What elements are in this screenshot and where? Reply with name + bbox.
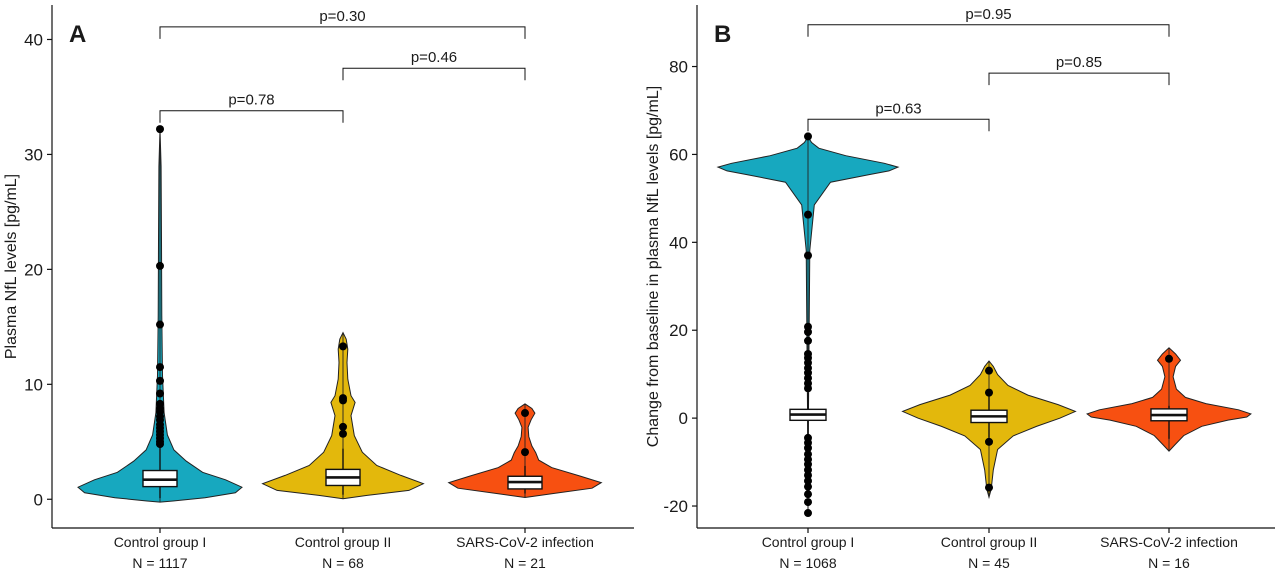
outlier-point	[1165, 354, 1173, 363]
comparison-bracket-1-2: p=0.46	[342, 49, 526, 81]
x-tick-label-sars-cov-2-infection: SARS-CoV-2 infection	[456, 534, 594, 550]
y-tick-label: 20	[669, 321, 688, 340]
outlier-point	[804, 471, 812, 480]
outlier-point	[339, 422, 347, 431]
panel-b: -20 0 20 40 60 80 Change from baseline in plas…	[645, 5, 1275, 571]
x-tick-label-control-group-i: Control group I	[114, 534, 207, 550]
violin-group-control-group-ii	[261, 331, 425, 500]
outlier-point	[156, 261, 164, 270]
panel-label: B	[714, 21, 731, 48]
outlier-point	[804, 132, 812, 141]
outlier-point	[804, 210, 812, 219]
outlier-point	[339, 396, 347, 405]
outlier-point	[156, 363, 164, 372]
outlier-point	[804, 476, 812, 485]
p-value-label: p=0.46	[411, 49, 457, 66]
x-tick-label-control-group-i: Control group I	[762, 534, 855, 550]
p-value-label: p=0.30	[319, 8, 365, 25]
outlier-point	[804, 327, 812, 336]
y-tick-label: 0	[679, 409, 688, 428]
outlier-point	[985, 483, 993, 492]
outlier-point	[156, 376, 164, 385]
p-value-label: p=0.63	[875, 100, 921, 117]
outlier-point	[804, 460, 812, 469]
comparison-bracket-0-2: p=0.30	[159, 8, 526, 39]
y-tick-label: 80	[669, 58, 688, 77]
outlier-point	[156, 320, 164, 329]
x-tick-label-sars-cov-2-infection: SARS-CoV-2 infection	[1100, 534, 1238, 550]
outlier-point	[156, 125, 164, 134]
y-tick-label: 10	[24, 375, 43, 394]
y-axis-title: Plasma NfL levels [pg/mL]	[3, 174, 20, 359]
violin-group-sars-cov-2-infection	[1086, 347, 1252, 452]
y-axis-title: Change from baseline in plasma NfL level…	[645, 86, 662, 447]
outlier-point	[804, 490, 812, 499]
outlier-point	[804, 482, 812, 491]
outlier-point	[804, 384, 812, 393]
comparison-bracket-0-2: p=0.95	[807, 6, 1170, 37]
bracket-line	[159, 26, 526, 39]
bracket-line	[342, 67, 526, 81]
p-value-label: p=0.95	[965, 6, 1011, 23]
outlier-point	[804, 509, 812, 518]
n-label-control-group-i: N = 1068	[779, 555, 836, 571]
n-label-control-group-i: N = 1117	[132, 555, 187, 571]
outlier-point	[985, 388, 993, 397]
n-label-control-group-ii: N = 45	[968, 555, 1010, 571]
panel-label: A	[69, 21, 86, 48]
n-label-control-group-ii: N = 68	[322, 555, 364, 571]
x-tick-label-control-group-ii: Control group II	[295, 534, 392, 550]
x-tick-label-control-group-ii: Control group II	[941, 534, 1038, 550]
outlier-point	[804, 444, 812, 453]
y-tick-label: 0	[34, 490, 43, 509]
outlier-point	[804, 498, 812, 507]
comparison-bracket-0-1: p=0.78	[159, 92, 344, 123]
outlier-point	[804, 336, 812, 345]
p-value-label: p=0.85	[1056, 54, 1102, 71]
outlier-point	[804, 251, 812, 260]
bracket-line	[807, 118, 990, 132]
bracket-line	[159, 110, 344, 123]
bracket-line	[807, 24, 1170, 37]
bracket-line	[988, 72, 1170, 86]
outlier-point	[985, 366, 993, 375]
violin-group-control-group-i	[716, 132, 900, 518]
y-tick-label: 40	[669, 233, 688, 252]
outlier-point	[156, 389, 164, 398]
panel-a: 0 10 20 30 40 Plasma NfL levels [pg/mL] A Contr…	[3, 5, 634, 571]
violin-group-sars-cov-2-infection	[447, 403, 603, 499]
outlier-point	[339, 342, 347, 351]
y-tick-label: 20	[24, 260, 43, 279]
comparison-bracket-1-2: p=0.85	[988, 54, 1170, 86]
y-tick-label: 60	[669, 145, 688, 164]
comparison-bracket-0-1: p=0.63	[807, 100, 990, 132]
outlier-point	[156, 440, 164, 449]
n-label-sars-cov-2-infection: N = 21	[504, 555, 546, 571]
n-label-sars-cov-2-infection: N = 16	[1148, 555, 1190, 571]
violin-group-control-group-i	[77, 125, 243, 503]
outlier-point	[521, 409, 529, 418]
y-tick-label: 30	[24, 145, 43, 164]
outlier-point	[339, 429, 347, 438]
p-value-label: p=0.78	[228, 92, 274, 109]
y-tick-label: -20	[663, 497, 688, 516]
outlier-point	[521, 448, 529, 457]
violin-group-control-group-ii	[901, 360, 1077, 500]
outlier-point	[985, 437, 993, 446]
y-tick-label: 40	[24, 30, 43, 49]
